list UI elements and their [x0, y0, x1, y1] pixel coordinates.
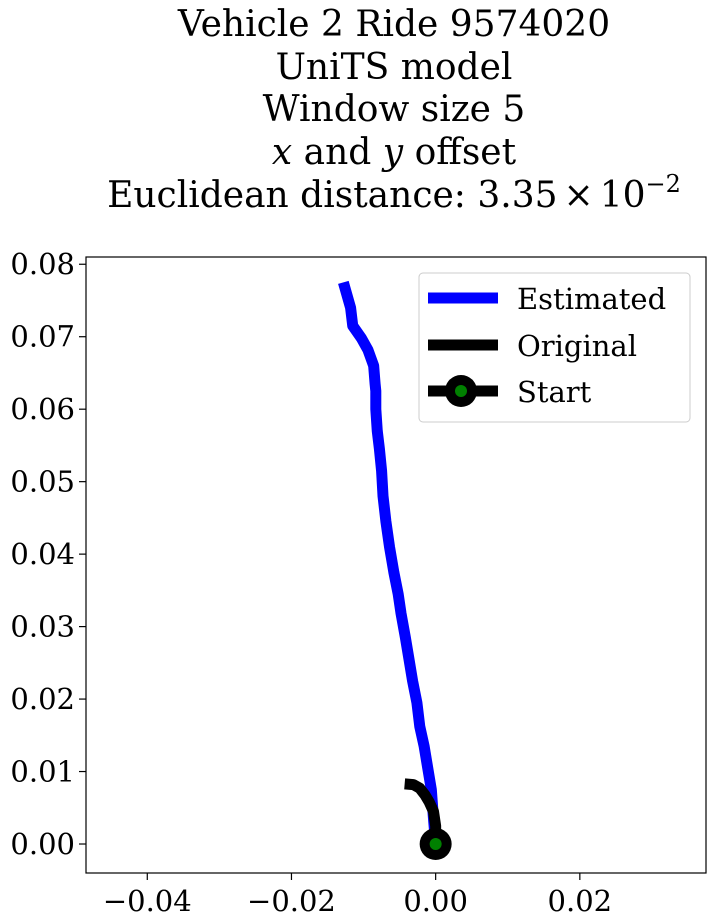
- plot-area: [338, 280, 452, 861]
- y-tick-label: 0.06: [10, 392, 75, 426]
- chart-title: Vehicle 2 Ride 9574020 UniTS model Windo…: [107, 4, 681, 216]
- legend-estimated-label: Estimated: [517, 282, 666, 316]
- y-tick-label: 0.00: [10, 827, 75, 861]
- title-line-model: UniTS model: [276, 47, 513, 88]
- title-distance-base: 10: [600, 175, 646, 216]
- legend-box: [418, 272, 691, 423]
- y-tick-label: 0.07: [10, 320, 75, 354]
- y-tick-label: 0.03: [10, 610, 75, 644]
- title-offset-y: y: [381, 132, 404, 173]
- axes-frame: [85, 256, 707, 874]
- y-tick-label: 0.02: [10, 682, 75, 716]
- x-tick-label: 0.00: [403, 884, 468, 918]
- title-offset-and: and: [292, 132, 383, 173]
- y-tick-label: 0.01: [10, 755, 75, 789]
- title-line-offset: x and y offset: [272, 132, 517, 173]
- y-tick-label: 0.05: [10, 465, 75, 499]
- title-distance-times: ×: [564, 175, 594, 216]
- legend-start-label: Start: [517, 375, 592, 409]
- series-line-original: [404, 778, 442, 845]
- x-axis: −0.04 −0.02 0.00 0.02: [103, 873, 612, 918]
- title-offset-rest: offset: [403, 132, 516, 173]
- y-axis: 0.00 0.01 0.02 0.03 0.04 0.05 0.06 0.07 0.08: [10, 247, 86, 861]
- title-offset-x: x: [272, 132, 292, 173]
- title-distance-exponent: −2: [646, 170, 681, 198]
- series-line-estimated: [338, 280, 442, 845]
- y-tick-label: 0.08: [10, 247, 75, 281]
- legend-start-marker-inner: [455, 385, 467, 397]
- y-tick-label: 0.04: [10, 537, 75, 571]
- start-marker-inner: [429, 838, 442, 851]
- legend: Estimated Original Start: [418, 272, 691, 423]
- x-tick-label: 0.02: [548, 884, 613, 918]
- x-tick-label: −0.02: [247, 884, 336, 918]
- legend-original-label: Original: [517, 329, 637, 363]
- title-distance-mantissa: 3.35: [477, 175, 557, 216]
- title-line-vehicle: Vehicle 2 Ride 9574020: [177, 4, 610, 45]
- title-line-window: Window size 5: [263, 89, 526, 130]
- x-tick-label: −0.04: [103, 884, 192, 918]
- title-distance-prefix: Euclidean distance:: [107, 175, 477, 216]
- title-line-distance: Euclidean distance: 3.35 × 10−2: [107, 170, 681, 216]
